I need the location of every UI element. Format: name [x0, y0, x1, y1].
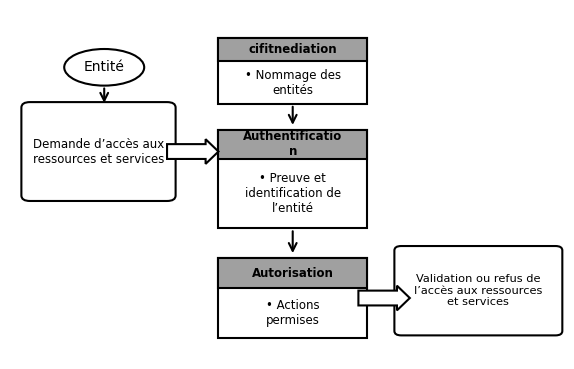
Polygon shape	[167, 139, 219, 164]
Text: • Preuve et
identification de
l’entité: • Preuve et identification de l’entité	[245, 172, 341, 215]
Bar	[219, 258, 367, 288]
Bar	[219, 130, 367, 228]
Bar	[219, 38, 367, 104]
Ellipse shape	[64, 49, 144, 86]
Text: Authentificatio
n: Authentificatio n	[243, 130, 342, 158]
Bar	[219, 258, 367, 338]
Text: Entité: Entité	[84, 60, 125, 74]
FancyBboxPatch shape	[21, 102, 176, 201]
Text: • Actions
permises: • Actions permises	[266, 299, 320, 327]
Text: cifitnediation: cifitnediation	[249, 43, 337, 56]
Text: Validation ou refus de
l’accès aux ressources
et services: Validation ou refus de l’accès aux resso…	[414, 274, 542, 307]
Polygon shape	[358, 286, 410, 310]
Text: Demande d’accès aux
ressources et services: Demande d’accès aux ressources et servic…	[33, 138, 164, 166]
Bar	[219, 130, 367, 159]
Text: Autorisation: Autorisation	[252, 266, 333, 280]
Text: • Nommage des
entités: • Nommage des entités	[245, 69, 341, 97]
Bar	[219, 38, 367, 61]
FancyBboxPatch shape	[394, 246, 563, 335]
